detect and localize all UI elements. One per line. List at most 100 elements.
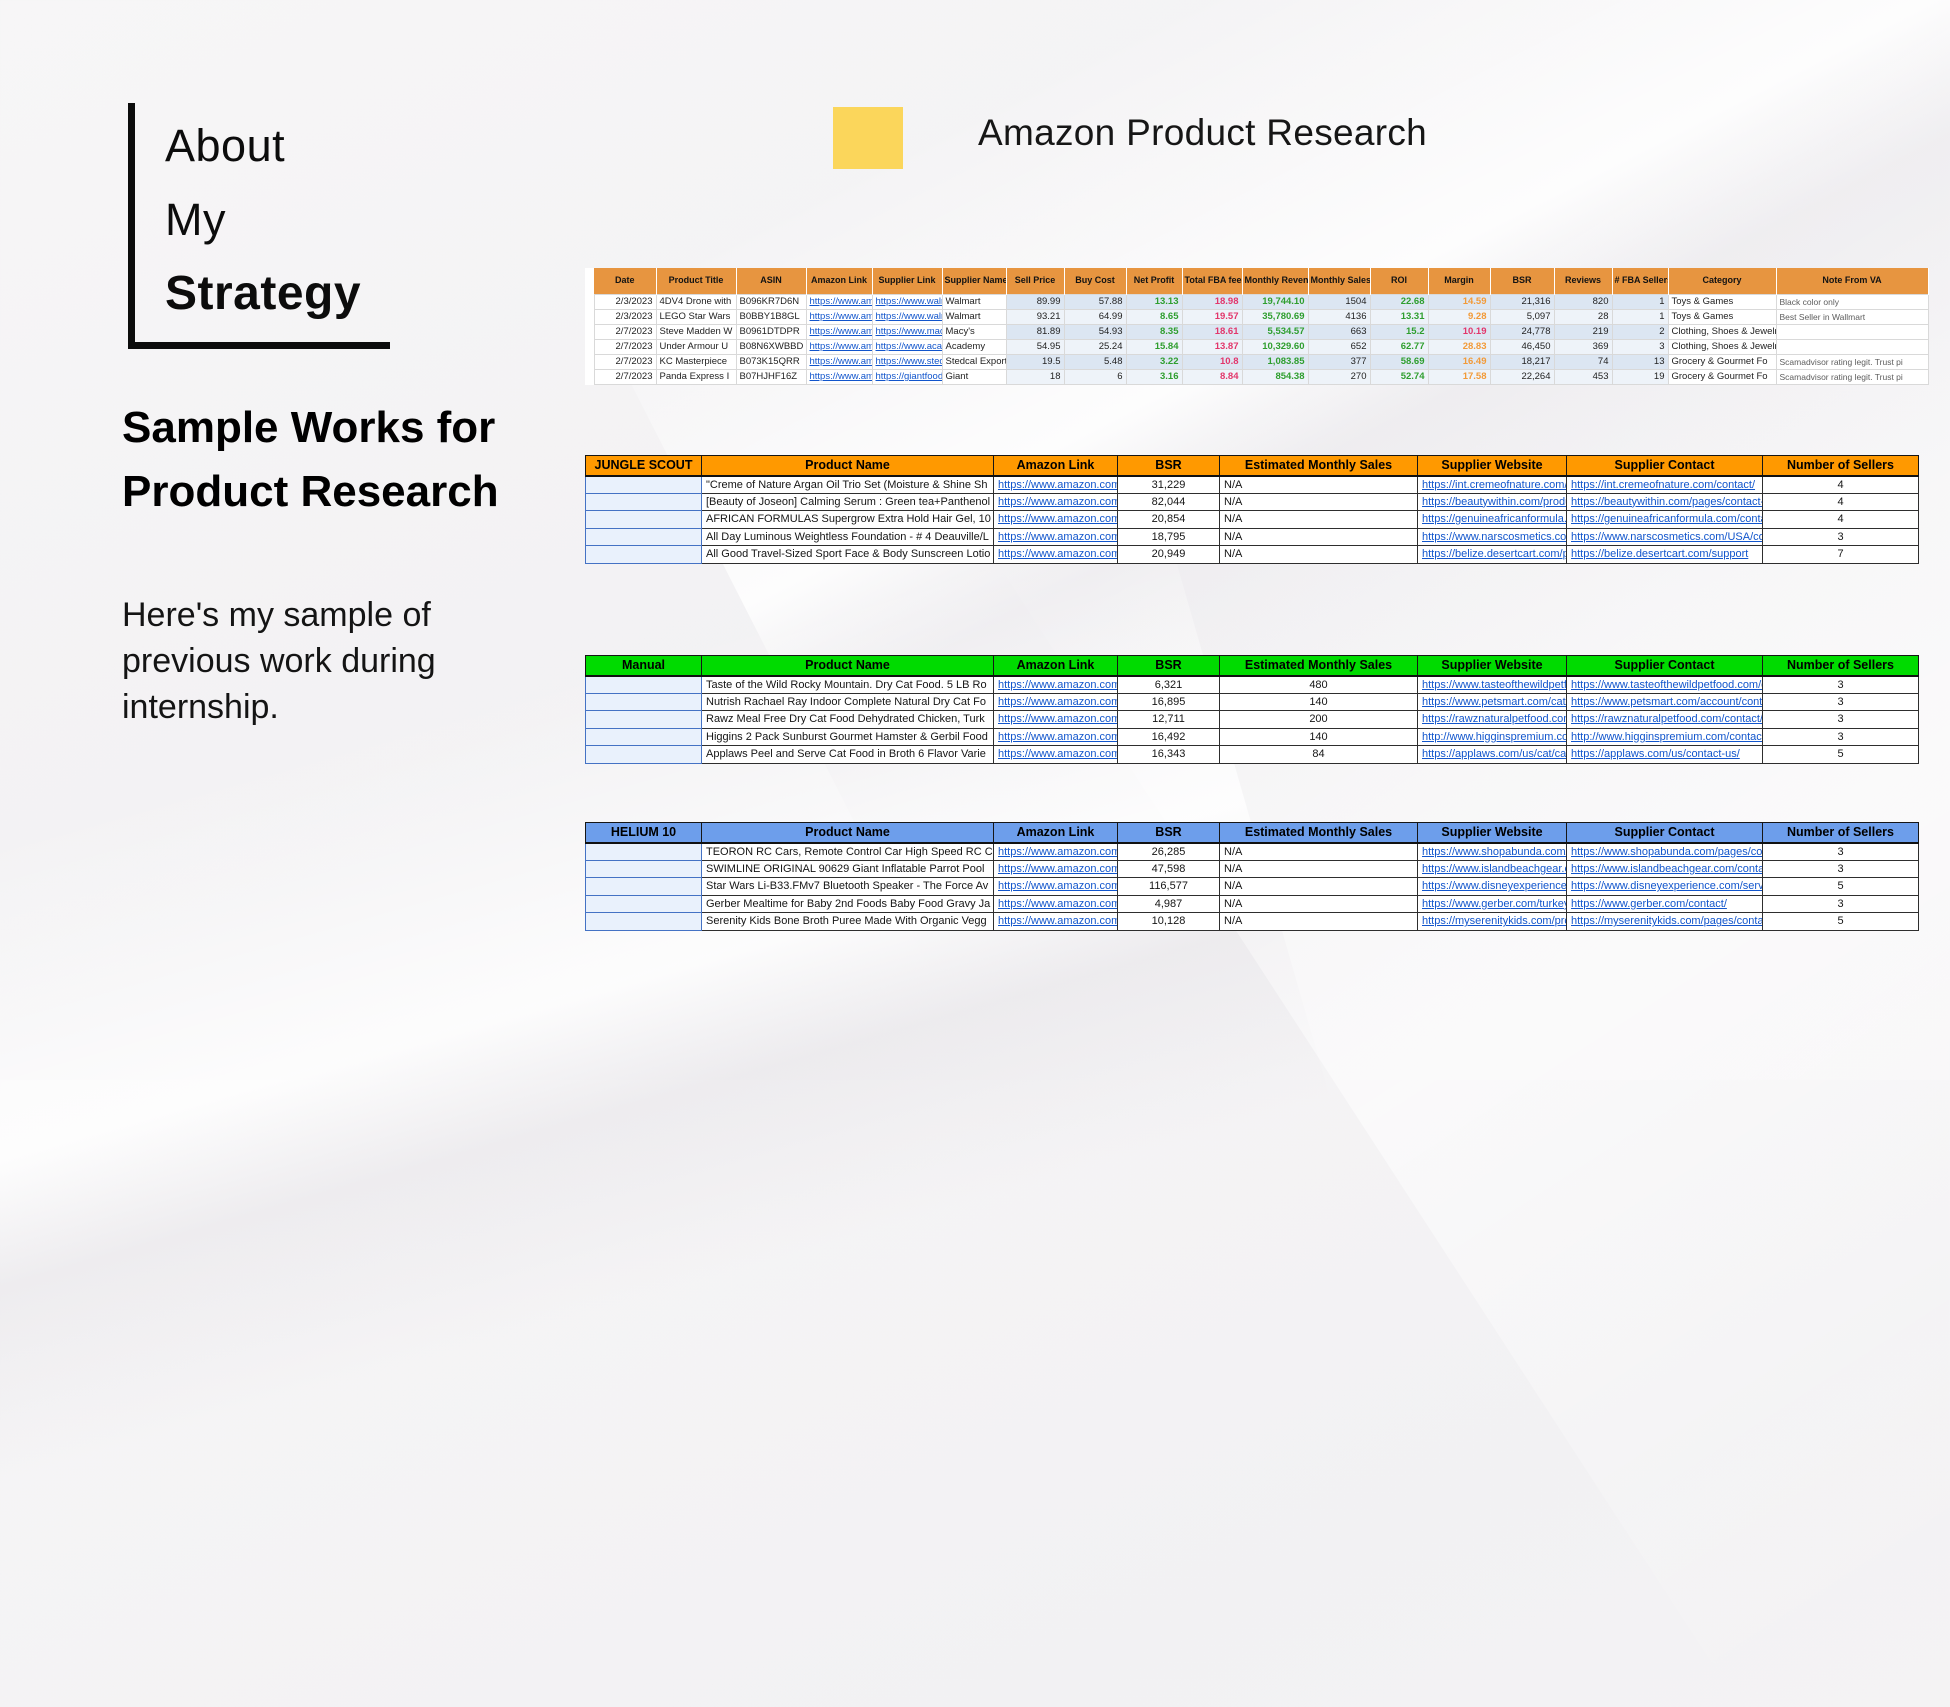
column-header: Number of Sellers xyxy=(1762,655,1919,677)
amazon-link[interactable]: https://www.amazon.com/M xyxy=(998,678,1117,691)
amazon-link[interactable]: https://www.amazon.com/d xyxy=(998,495,1118,508)
amazon-link[interactable]: https://www.ama xyxy=(809,296,872,307)
product-name-cell: TEORON RC Cars, Remote Control Car High … xyxy=(701,842,994,861)
supplier-contact-link[interactable]: https://www.shopabunda.com/pages/cont xyxy=(1571,845,1763,858)
amazon-link[interactable]: https://www.amazon.com/d xyxy=(998,862,1118,875)
number-of-sellers-cell: 4 xyxy=(1762,475,1919,494)
amazon-link[interactable]: https://www.ama xyxy=(809,326,872,337)
asin-cell: B0BBY1B8GL xyxy=(735,308,807,325)
column-header: Supplier Contact xyxy=(1566,822,1763,844)
supplier-contact-link[interactable]: https://rawznaturalpetfood.com/contact/ xyxy=(1571,713,1763,726)
supplier-website-link[interactable]: https://www.tasteofthewildpetfo xyxy=(1422,678,1567,691)
fba-sellers-cell: 1 xyxy=(1611,308,1669,325)
supplier-website-link[interactable]: https://rawznaturalpetfood.com xyxy=(1422,713,1567,726)
amazon-link[interactable]: https://www.ama xyxy=(809,341,872,352)
supplier-link[interactable]: https://www.aca xyxy=(875,341,942,352)
supplier-contact-link[interactable]: https://myserenitykids.com/pages/contact xyxy=(1571,915,1763,928)
supplier-contact-link[interactable]: https://www.tasteofthewildpetfood.com/co xyxy=(1571,678,1763,691)
sell-price-cell: 18 xyxy=(1005,368,1065,385)
tool-empty-cell xyxy=(585,745,702,764)
supplier-website-link[interactable]: https://genuineafricanformula.c xyxy=(1422,513,1567,526)
monthly-revenue-cell: 854.38 xyxy=(1241,368,1309,385)
amazon-link[interactable]: https://www.amazon.com/d xyxy=(998,880,1118,893)
supplier-website-link[interactable]: https://www.shopabunda.com/p xyxy=(1422,845,1567,858)
amazon-link[interactable]: https://www.amazon.com/F xyxy=(998,713,1118,726)
amazon-link[interactable]: https://www.amazon.com/A xyxy=(998,748,1118,761)
supplier-contact-link[interactable]: https://applaws.com/us/contact-us/ xyxy=(1571,748,1740,761)
supplier-website-link[interactable]: https://www.islandbeachgear.co xyxy=(1422,862,1567,875)
supplier-website-link[interactable]: https://belize.desertcart.com/pr xyxy=(1422,548,1567,561)
bsr-cell: 82,044 xyxy=(1117,492,1220,511)
supplier-website-cell: https://www.islandbeachgear.co xyxy=(1417,859,1567,878)
estimated-monthly-sales-cell: N/A xyxy=(1219,527,1418,546)
supplier-website-link[interactable]: http://www.higginspremium.con xyxy=(1422,730,1567,743)
date-cell: 2/7/2023 xyxy=(593,353,657,370)
supplier-website-link[interactable]: https://www.disneyexperience.c xyxy=(1422,880,1567,893)
bsr-cell: 18,795 xyxy=(1117,527,1220,546)
estimated-monthly-sales-cell: N/A xyxy=(1219,912,1418,931)
column-header: Sell Price xyxy=(1006,268,1065,294)
supplier-contact-link[interactable]: https://www.disneyexperience.com/servic xyxy=(1571,880,1763,893)
amazon-link[interactable]: https://www.ama xyxy=(809,371,872,382)
supplier-link[interactable]: https://www.waln xyxy=(875,296,942,307)
bsr-cell: 16,343 xyxy=(1117,745,1220,764)
category-cell: Toys & Games xyxy=(1667,308,1777,325)
column-header: Supplier Name xyxy=(942,268,1007,294)
supplier-link[interactable]: https://www.sted xyxy=(875,356,942,367)
subheading-line-1: Sample Works for xyxy=(122,403,496,452)
supplier-contact-cell: https://www.shopabunda.com/pages/cont xyxy=(1566,842,1763,861)
supplier-website-link[interactable]: https://www.gerber.com/turkey- xyxy=(1422,897,1567,910)
amazon-link[interactable]: https://www.amazon.com/N xyxy=(998,695,1117,708)
supplier-contact-cell: https://www.gerber.com/contact/ xyxy=(1566,894,1763,913)
supplier-contact-link[interactable]: http://www.higginspremium.com/contact-f xyxy=(1571,730,1763,743)
amazon-link[interactable]: https://www.ama xyxy=(809,356,872,367)
amazon-link[interactable]: https://www.amazon.com/H xyxy=(998,730,1117,743)
supplier-website-link[interactable]: https://www.narscosmetics.com xyxy=(1422,530,1567,543)
supplier-link-cell: https://www.aca xyxy=(871,338,943,355)
amazon-link[interactable]: https://www.ama xyxy=(809,311,872,322)
supplier-contact-link[interactable]: https://www.gerber.com/contact/ xyxy=(1571,897,1727,910)
amazon-link[interactable]: https://www.amazon.com/d xyxy=(998,845,1118,858)
supplier-link[interactable]: https://www.mac xyxy=(875,326,942,337)
supplier-name-cell: Giant xyxy=(941,368,1007,385)
supplier-contact-link[interactable]: https://www.islandbeachgear.com/contact xyxy=(1571,862,1763,875)
supplier-contact-cell: https://www.disneyexperience.com/servic xyxy=(1566,877,1763,896)
amazon-link-cell: https://www.amazon.com/d xyxy=(993,475,1118,494)
number-of-sellers-cell: 3 xyxy=(1762,727,1919,746)
reviews-cell: 74 xyxy=(1553,353,1613,370)
amazon-link[interactable]: https://www.amazon.com/d xyxy=(998,915,1118,928)
amazon-link[interactable]: https://www.amazon.com/d xyxy=(998,478,1118,491)
sell-price-cell: 89.99 xyxy=(1005,293,1065,310)
supplier-contact-link[interactable]: https://belize.desertcart.com/support xyxy=(1571,548,1749,561)
reviews-cell: 453 xyxy=(1553,368,1613,385)
amazon-link-cell: https://www.amazon.com/A xyxy=(993,745,1118,764)
supplier-website-link[interactable]: https://int.cremeofnature.com/ xyxy=(1422,478,1567,491)
amazon-link[interactable]: https://www.amazon.com/d xyxy=(998,897,1118,910)
supplier-contact-link[interactable]: https://genuineafricanformula.com/contac xyxy=(1571,513,1763,526)
supplier-website-link[interactable]: https://applaws.com/us/cat/cat- xyxy=(1422,748,1567,761)
amazon-link-cell: https://www.amazon.com/d xyxy=(993,877,1118,896)
supplier-contact-link[interactable]: https://int.cremeofnature.com/contact/ xyxy=(1571,478,1756,491)
category-cell: Grocery & Gourmet Fo xyxy=(1667,353,1777,370)
supplier-contact-link[interactable]: https://beautywithin.com/pages/contact-u xyxy=(1571,495,1763,508)
tool-empty-cell xyxy=(585,710,702,729)
supplier-website-link[interactable]: https://beautywithin.com/produc xyxy=(1422,495,1567,508)
about-heading-block: About My Strategy xyxy=(128,103,390,349)
buy-cost-cell: 6 xyxy=(1063,368,1127,385)
column-header: Estimated Monthly Sales xyxy=(1219,455,1418,477)
amazon-link[interactable]: https://www.amazon.com/d xyxy=(998,530,1118,543)
amazon-link-cell: https://www.amazon.com/M xyxy=(993,675,1118,694)
estimated-monthly-sales-cell: 480 xyxy=(1219,675,1418,694)
amazon-link[interactable]: https://www.amazon.com/d xyxy=(998,548,1118,561)
supplier-link[interactable]: https://giantfood. xyxy=(875,371,942,382)
supplier-contact-link[interactable]: https://www.petsmart.com/account/contac xyxy=(1571,695,1763,708)
supplier-contact-link[interactable]: https://www.narscosmetics.com/USA/con xyxy=(1571,530,1763,543)
amazon-link[interactable]: https://www.amazon.com/d xyxy=(998,513,1118,526)
total-fba-fees-cell: 18.98 xyxy=(1181,293,1243,310)
supplier-website-link[interactable]: https://www.petsmart.com/cat/f xyxy=(1422,695,1567,708)
column-header: Note From VA xyxy=(1776,268,1929,294)
number-of-sellers-cell: 3 xyxy=(1762,692,1919,711)
estimated-monthly-sales-cell: N/A xyxy=(1219,894,1418,913)
supplier-website-link[interactable]: https://myserenitykids.com/prod xyxy=(1422,915,1567,928)
supplier-link[interactable]: https://www.waln xyxy=(875,311,942,322)
